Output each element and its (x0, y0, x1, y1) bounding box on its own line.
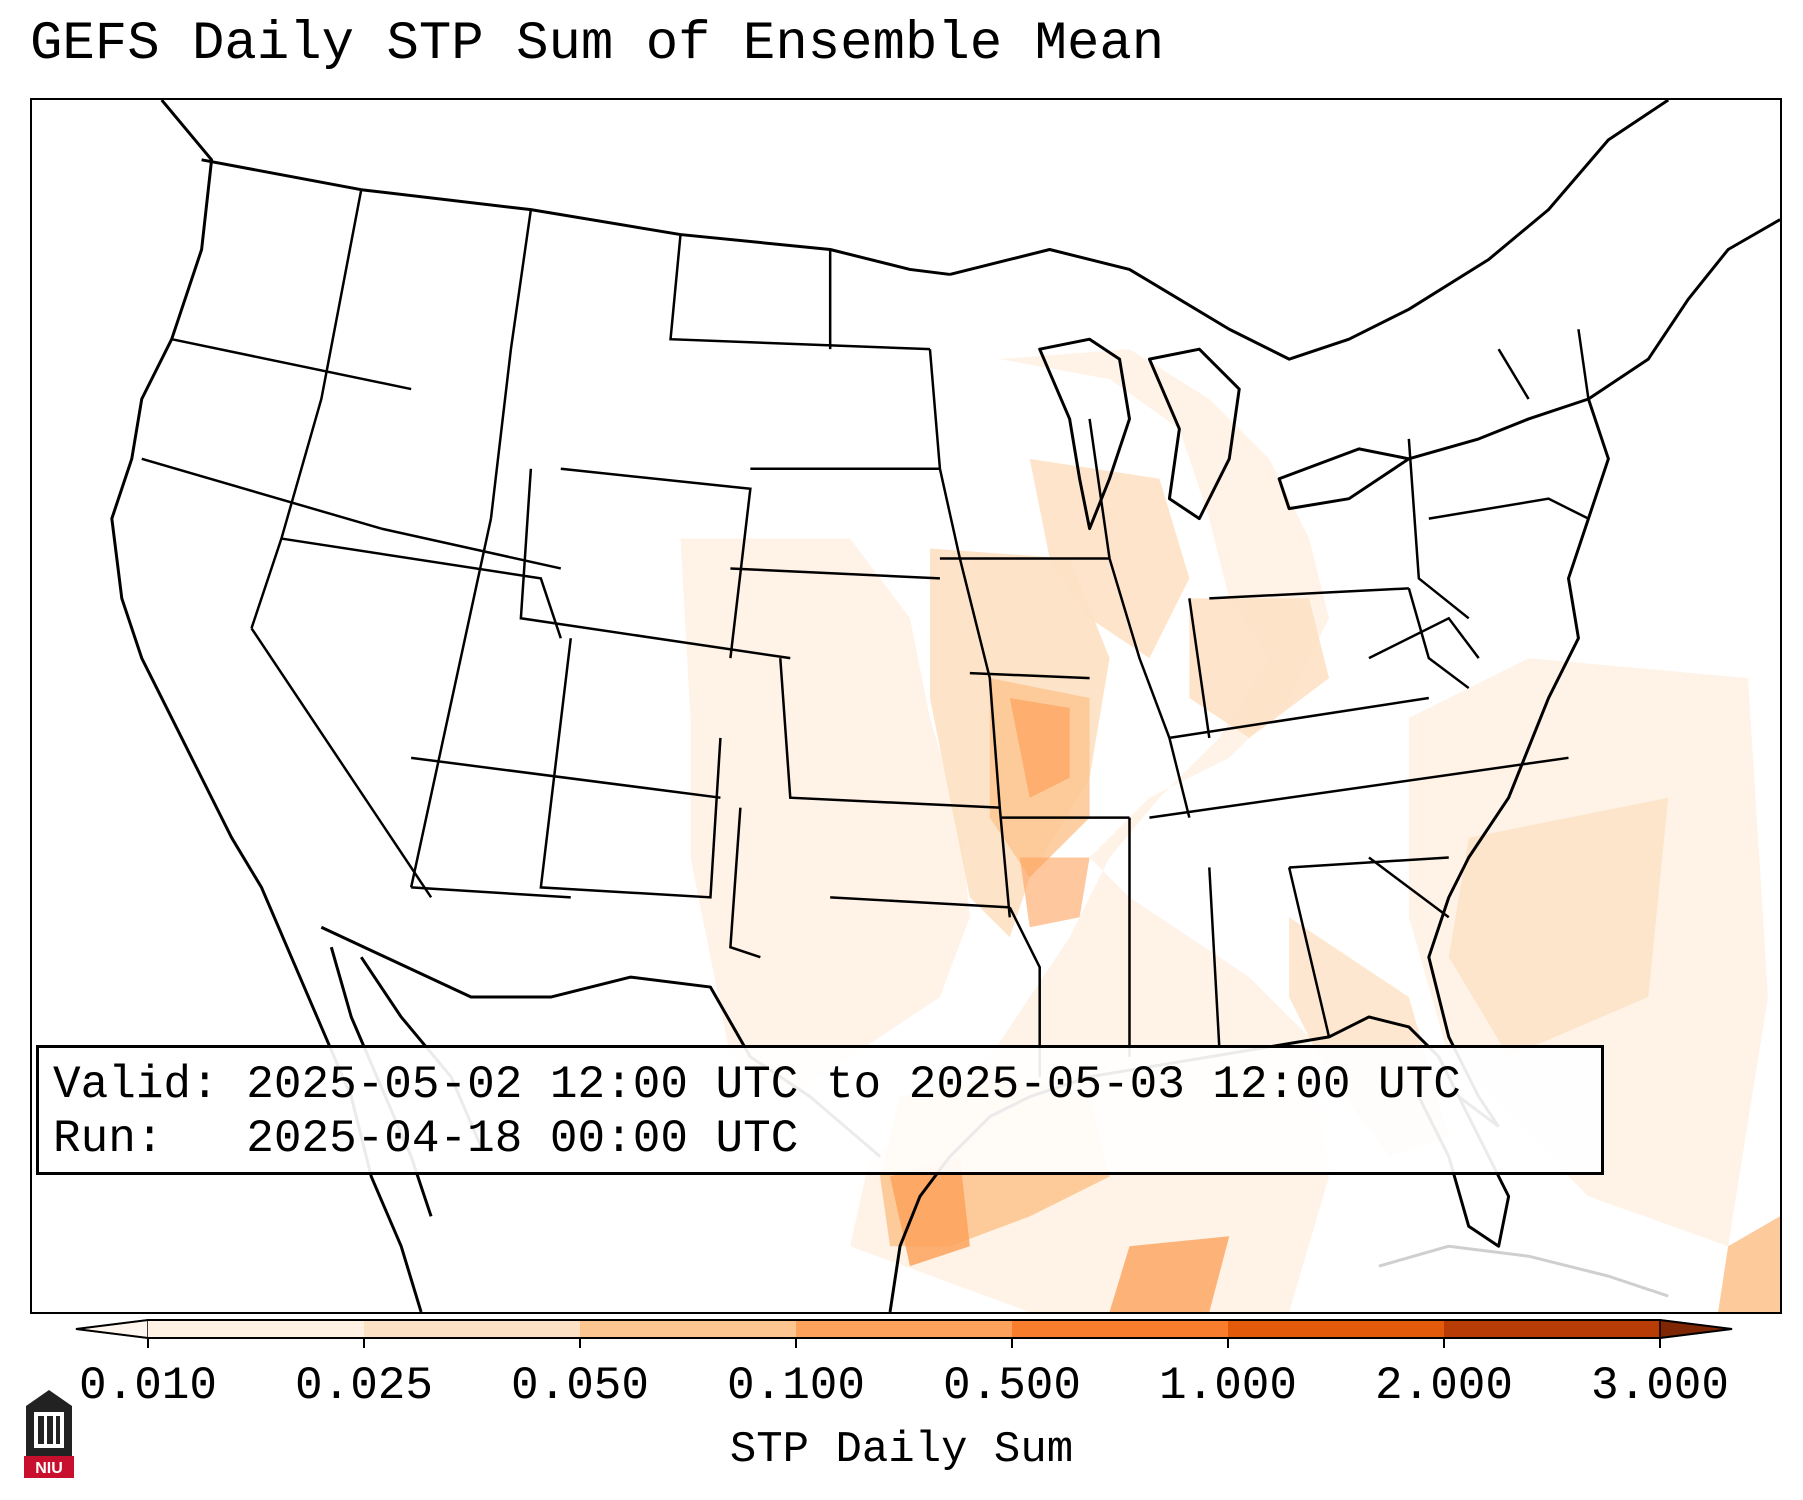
run-line: Run: 2025-04-18 00:00 UTC (53, 1112, 1587, 1166)
colorbar-segment (796, 1320, 1013, 1338)
valid-run-info-box: Valid: 2025-05-02 12:00 UTC to 2025-05-0… (36, 1045, 1604, 1175)
colorbar-segment (1012, 1320, 1229, 1338)
colorbar-tick-label: 0.500 (942, 1360, 1082, 1412)
colorbar-tick-label: 0.025 (294, 1360, 434, 1412)
state-borders (141, 189, 1590, 1077)
colorbar-tick-label: 0.100 (726, 1360, 866, 1412)
run-label: Run: (53, 1113, 164, 1165)
run-value: 2025-04-18 00:00 UTC (246, 1113, 799, 1165)
logo-text: NIU (35, 1460, 63, 1477)
colorbar (75, 1319, 1733, 1348)
colorbar-tick-label: 0.010 (78, 1360, 218, 1412)
colorbar-segment (148, 1320, 365, 1338)
valid-value: 2025-05-02 12:00 UTC to 2025-05-03 12:00… (246, 1059, 1461, 1111)
colorbar-segment (364, 1320, 581, 1338)
valid-label: Valid: (53, 1059, 219, 1111)
colorbar-extend-high (1659, 1319, 1733, 1339)
colorbar-tick-label: 1.000 (1158, 1360, 1298, 1412)
colorbar-tick-label: 3.000 (1590, 1360, 1730, 1412)
valid-line: Valid: 2025-05-02 12:00 UTC to 2025-05-0… (53, 1058, 1587, 1112)
colorbar-segment (1228, 1320, 1445, 1338)
niu-logo-icon: NIU (24, 1390, 74, 1478)
colorbar-tick-label: 0.050 (510, 1360, 650, 1412)
colorbar-tick-label: 2.000 (1374, 1360, 1514, 1412)
colorbar-segment (580, 1320, 797, 1338)
colorbar-segment (1444, 1320, 1661, 1338)
colorbar-label: STP Daily Sum (729, 1425, 1074, 1475)
colorbar-extend-low (75, 1319, 149, 1339)
page-title: GEFS Daily STP Sum of Ensemble Mean (30, 14, 1165, 75)
